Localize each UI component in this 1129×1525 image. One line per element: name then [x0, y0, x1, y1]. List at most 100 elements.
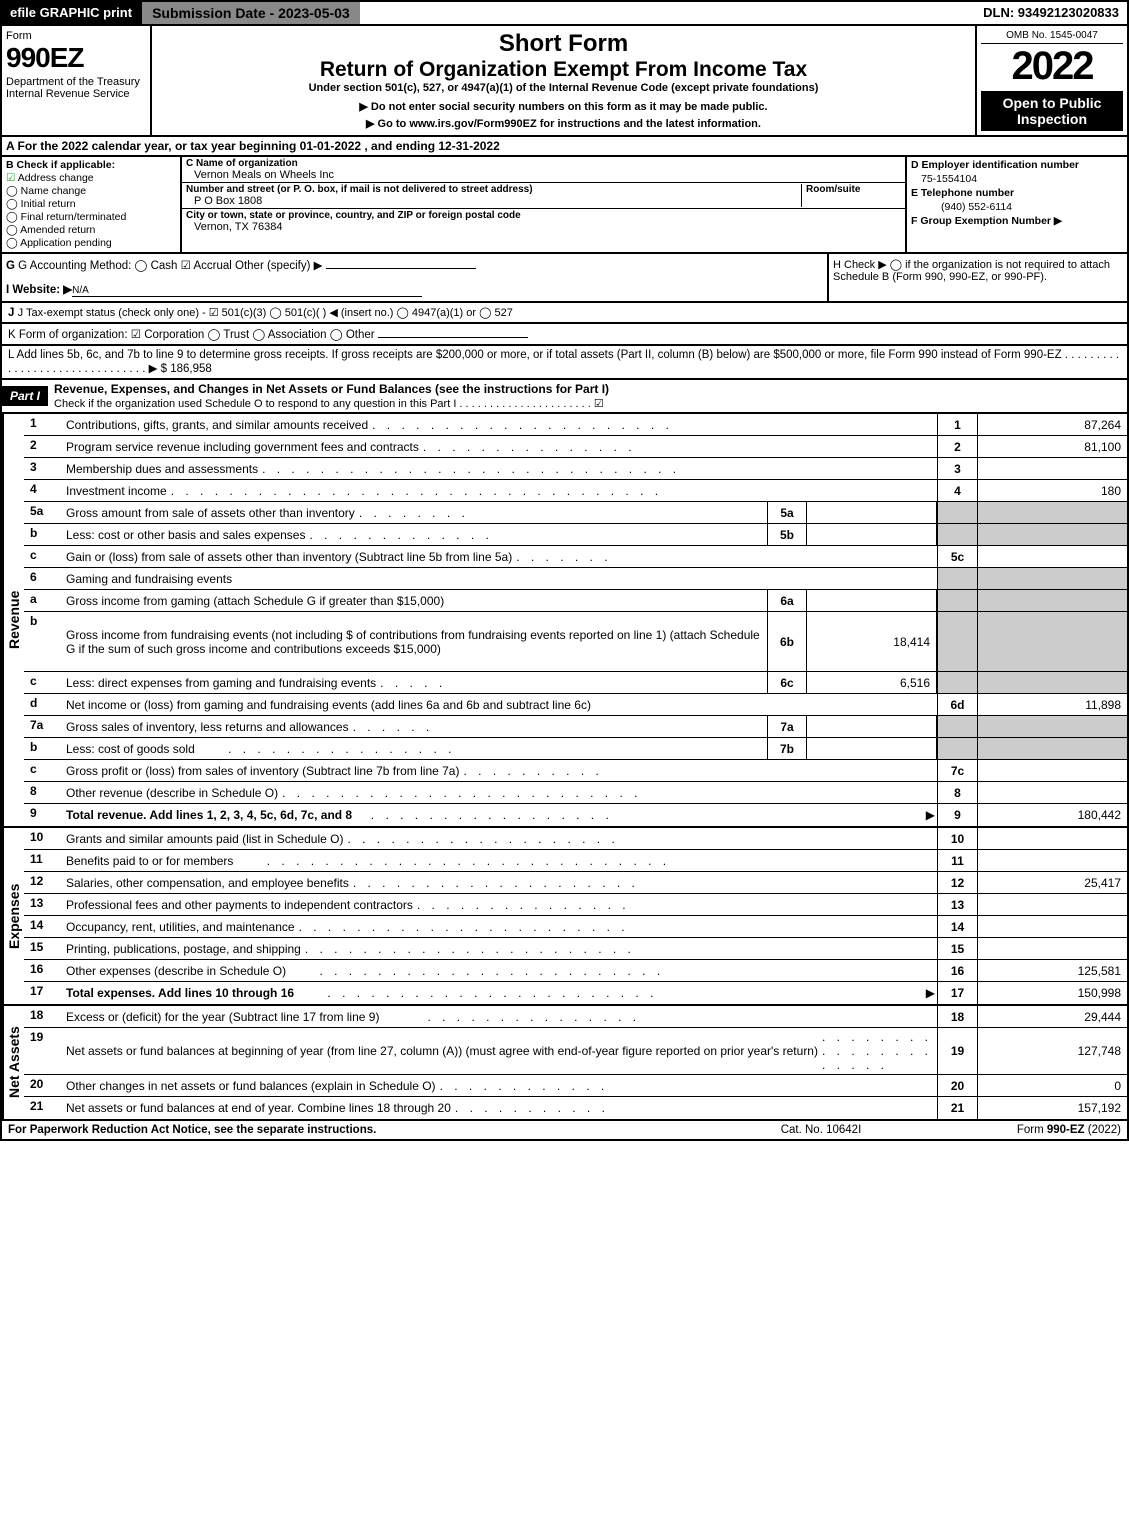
line-17-desc: Total expenses. Add lines 10 through 16	[66, 986, 294, 1000]
netassets-rows: 18Excess or (deficit) for the year (Subt…	[24, 1006, 1127, 1119]
line-20-box: 20	[937, 1075, 977, 1096]
website-label: I Website: ▶	[6, 284, 72, 296]
line-10-desc: Grants and similar amounts paid (list in…	[66, 832, 343, 846]
grey-val	[977, 612, 1127, 671]
other-specify-blank[interactable]	[326, 268, 476, 269]
line-21-box: 21	[937, 1097, 977, 1119]
form-header: Form 990EZ Department of the Treasury In…	[0, 26, 1129, 137]
dln-label: DLN: 93492123020833	[975, 2, 1127, 24]
website-value: N/A	[72, 285, 422, 297]
efile-label[interactable]: efile GRAPHIC print	[2, 2, 140, 24]
line-14-box: 14	[937, 916, 977, 937]
form-number: 990EZ	[6, 42, 146, 74]
check-address-change[interactable]: ☑ Address change	[6, 172, 176, 184]
line-5c-box: 5c	[937, 546, 977, 567]
check-label: Address change	[18, 172, 94, 184]
form-title: Return of Organization Exempt From Incom…	[156, 58, 971, 82]
line-l-value: 186,958	[170, 363, 212, 375]
grey-box	[937, 524, 977, 545]
open-to-public: Open to Public Inspection	[981, 91, 1123, 131]
line-4-val: 180	[977, 480, 1127, 501]
line-15-desc: Printing, publications, postage, and shi…	[66, 942, 301, 956]
row-j: J J Tax-exempt status (check only one) -…	[0, 303, 1129, 324]
ein-label: D Employer identification number	[911, 159, 1079, 171]
grey-box	[937, 672, 977, 693]
line-15-box: 15	[937, 938, 977, 959]
line-11-desc: Benefits paid to or for members	[66, 854, 233, 868]
line-8-val	[977, 782, 1127, 803]
ssn-note: ▶ Do not enter social security numbers o…	[156, 100, 971, 113]
check-name-change[interactable]: ◯ Name change	[6, 185, 176, 197]
line-2-box: 2	[937, 436, 977, 457]
revenue-side-label: Revenue	[2, 414, 24, 826]
line-14-val	[977, 916, 1127, 937]
group-label: F Group Exemption Number ▶	[911, 215, 1062, 227]
line-6d-box: 6d	[937, 694, 977, 715]
line-3-val	[977, 458, 1127, 479]
line-12-box: 12	[937, 872, 977, 893]
grey-val	[977, 716, 1127, 737]
section-a: A For the 2022 calendar year, or tax yea…	[0, 137, 1129, 157]
tel-value: (940) 552-6114	[941, 201, 1123, 213]
line-16-box: 16	[937, 960, 977, 981]
col-b-label: B Check if applicable:	[6, 159, 176, 171]
footer-mid: Cat. No. 10642I	[721, 1124, 921, 1136]
header-left: Form 990EZ Department of the Treasury In…	[2, 26, 152, 135]
col-d: D Employer identification number 75-1554…	[907, 157, 1127, 252]
netassets-side-label: Net Assets	[2, 1006, 24, 1119]
line-2-desc: Program service revenue including govern…	[66, 440, 419, 454]
block-bcd: B Check if applicable: ☑ Address change …	[0, 157, 1129, 254]
line-19-box: 19	[937, 1028, 977, 1074]
line-5c-desc: Gain or (loss) from sale of assets other…	[66, 550, 512, 564]
omb-number: OMB No. 1545-0047	[981, 30, 1123, 44]
check-initial-return[interactable]: ◯ Initial return	[6, 198, 176, 210]
line-1-box: 1	[937, 414, 977, 435]
part1-check: Check if the organization used Schedule …	[54, 398, 604, 410]
line-5a-sub: 5a	[767, 502, 807, 523]
ein-value: 75-1554104	[921, 173, 1123, 185]
line-7b-sub: 7b	[767, 738, 807, 759]
form-of-org: K Form of organization: ☑ Corporation ◯ …	[8, 329, 375, 341]
gi-right: H Check ▶ ◯ if the organization is not r…	[827, 254, 1127, 301]
line-7b-subval	[807, 738, 937, 759]
line-9-desc: Total revenue. Add lines 1, 2, 3, 4, 5c,…	[66, 808, 352, 822]
line-16-desc: Other expenses (describe in Schedule O)	[66, 964, 286, 978]
line-13-desc: Professional fees and other payments to …	[66, 898, 413, 912]
line-18-desc: Excess or (deficit) for the year (Subtra…	[66, 1010, 379, 1024]
check-final-return[interactable]: ◯ Final return/terminated	[6, 211, 176, 223]
expenses-side-label: Expenses	[2, 828, 24, 1004]
grey-val	[977, 502, 1127, 523]
grey-val	[977, 524, 1127, 545]
line-18-val: 29,444	[977, 1006, 1127, 1027]
grey-val	[977, 590, 1127, 611]
line-6c-subval: 6,516	[807, 672, 937, 693]
line-11-val	[977, 850, 1127, 871]
line-7a-subval	[807, 716, 937, 737]
expenses-rows: 10Grants and similar amounts paid (list …	[24, 828, 1127, 1004]
short-form-title: Short Form	[156, 30, 971, 58]
tax-exempt-status: J Tax-exempt status (check only one) - ☑…	[18, 307, 513, 319]
line-12-desc: Salaries, other compensation, and employ…	[66, 876, 349, 890]
line-6b-sub: 6b	[767, 612, 807, 671]
tel-label: E Telephone number	[911, 187, 1014, 199]
check-application-pending[interactable]: ◯ Application pending	[6, 237, 176, 249]
part1-text: Revenue, Expenses, and Changes in Net As…	[48, 380, 1127, 412]
city-value: Vernon, TX 76384	[194, 221, 901, 233]
line-8-box: 8	[937, 782, 977, 803]
row-ghi: G G Accounting Method: ◯ Cash ☑ Accrual …	[0, 254, 1129, 303]
top-bar: efile GRAPHIC print Submission Date - 20…	[0, 0, 1129, 26]
netassets-section: Net Assets 18Excess or (deficit) for the…	[0, 1006, 1129, 1121]
accounting-method: G Accounting Method: ◯ Cash ☑ Accrual Ot…	[18, 260, 322, 272]
line-10-val	[977, 828, 1127, 849]
goto-link[interactable]: ▶ Go to www.irs.gov/Form990EZ for instru…	[156, 117, 971, 130]
col-c: C Name of organization Vernon Meals on W…	[182, 157, 907, 252]
line-17-box: 17	[937, 982, 977, 1004]
line-20-desc: Other changes in net assets or fund bala…	[66, 1079, 436, 1093]
other-org-blank[interactable]	[378, 337, 528, 338]
check-amended-return[interactable]: ◯ Amended return	[6, 224, 176, 236]
department: Department of the Treasury Internal Reve…	[6, 76, 146, 100]
line-2-val: 81,100	[977, 436, 1127, 457]
revenue-rows: 1Contributions, gifts, grants, and simil…	[24, 414, 1127, 826]
part1-title: Revenue, Expenses, and Changes in Net As…	[54, 382, 609, 396]
grey-box	[937, 502, 977, 523]
